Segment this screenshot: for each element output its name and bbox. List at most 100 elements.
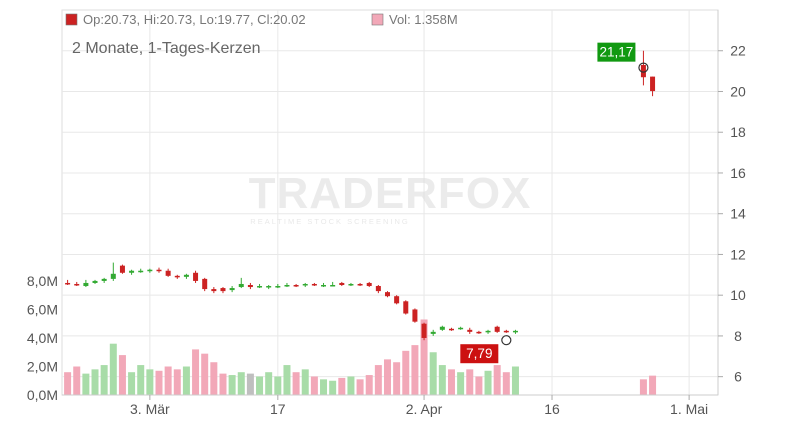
- volume-bar: [447, 369, 455, 395]
- volume-bar: [146, 369, 154, 395]
- candle-body: [357, 283, 363, 286]
- watermark: TRADERFOX REALTIME STOCK SCREENING: [249, 169, 531, 226]
- candle-body: [650, 76, 656, 92]
- volume-bar: [466, 369, 474, 395]
- volume-bar: [393, 362, 401, 395]
- candle-body: [403, 301, 409, 314]
- price-tick-label: 16: [730, 165, 746, 181]
- volume-bar: [301, 369, 309, 395]
- candle-body: [640, 65, 646, 78]
- volume-bar: [210, 362, 218, 395]
- candle-body: [138, 270, 144, 273]
- volume-tick-label: 8,0M: [27, 273, 58, 289]
- volume-bar: [493, 365, 501, 395]
- volume-bar: [256, 376, 264, 395]
- price-tick-label: 12: [730, 246, 746, 262]
- candle-body: [421, 323, 427, 338]
- volume-bar: [292, 372, 300, 395]
- volume-bar: [420, 319, 428, 395]
- volume-bar: [639, 379, 647, 395]
- candle-body: [247, 285, 253, 288]
- ohlc-legend-swatch: [65, 13, 78, 26]
- volume-bar: [219, 373, 227, 395]
- candle-body: [74, 283, 80, 286]
- volume-bar: [484, 370, 492, 395]
- volume-bar: [128, 372, 136, 395]
- volume-bar: [338, 377, 346, 395]
- extreme-marker: [501, 335, 512, 346]
- volume-bar: [173, 369, 181, 395]
- annotations: 21,17 7,79: [460, 42, 649, 364]
- vol-legend-label: Vol: 1.358M: [389, 12, 458, 27]
- volume-bar: [310, 376, 318, 395]
- candle-body: [229, 288, 235, 291]
- volume-bar: [329, 380, 337, 395]
- volume-bar: [155, 370, 163, 395]
- volume-bar: [475, 376, 483, 395]
- volume-bar: [438, 365, 446, 395]
- candle-body: [293, 285, 299, 287]
- candle-body: [65, 282, 71, 285]
- volume-bar: [283, 365, 291, 395]
- candle-body: [394, 296, 400, 304]
- volume-bar: [429, 352, 437, 395]
- time-tick-label: 16: [544, 401, 560, 417]
- volume-bar: [100, 365, 108, 395]
- candle-body: [330, 285, 336, 287]
- volume-bar: [511, 366, 519, 395]
- volume-bar: [137, 365, 145, 395]
- candle-body: [476, 331, 482, 334]
- candle-body: [485, 330, 491, 333]
- candle-body: [503, 330, 509, 333]
- volume-bar: [457, 372, 465, 395]
- price-tick-label: 22: [730, 43, 746, 59]
- price-tick-label: 14: [730, 206, 746, 222]
- volume-bar: [192, 349, 200, 395]
- volume-tick-label: 4,0M: [27, 330, 58, 346]
- volume-bar: [201, 353, 209, 395]
- candle-body: [375, 286, 381, 292]
- ohlc-legend-label: Op:20.73, Hi:20.73, Lo:19.77, Cl:20.02: [83, 12, 306, 27]
- candle-body: [220, 288, 226, 292]
- chart-title: 2 Monate, 1-Tages-Kerzen: [72, 40, 261, 57]
- candle-body: [494, 326, 500, 332]
- candle-body: [92, 280, 98, 283]
- volume-bar: [374, 365, 382, 395]
- candlesticks: [65, 50, 656, 341]
- candle-body: [412, 309, 418, 322]
- extreme-marker: [638, 62, 649, 73]
- volume-bar: [164, 366, 172, 395]
- candle-body: [119, 265, 125, 273]
- candle-body: [439, 326, 445, 330]
- price-tick-label: 6: [734, 369, 742, 385]
- high-label-box: [597, 42, 636, 62]
- volume-bar: [64, 372, 72, 395]
- price-tick-label: 20: [730, 83, 746, 99]
- volume-bar: [411, 345, 419, 395]
- price-tick-label: 8: [734, 328, 742, 344]
- candle-body: [284, 285, 290, 287]
- candle-body: [448, 328, 454, 331]
- candle-body: [266, 286, 272, 288]
- candle-body: [101, 278, 107, 281]
- candle-body: [110, 273, 116, 279]
- vol-legend-swatch: [371, 13, 384, 26]
- candle-body: [302, 283, 308, 286]
- candle-body: [238, 283, 244, 288]
- volume-bar: [246, 373, 254, 395]
- volume-bar: [649, 375, 657, 395]
- candle-body: [156, 269, 162, 272]
- volume-bar: [402, 350, 410, 395]
- candle-body: [83, 282, 89, 287]
- time-tick-label: 2. Apr: [406, 401, 443, 417]
- time-tick-label: 17: [270, 401, 286, 417]
- candle-body: [193, 272, 199, 281]
- candle-body: [311, 283, 317, 286]
- axes: 6 8 10 12 14 16 18 20 22 0,0M 2,0M 4,0M 6,0M 8,0M 3. M…: [27, 10, 746, 417]
- candle-body: [165, 270, 171, 276]
- volume-bar: [82, 373, 90, 395]
- candle-body: [321, 285, 327, 287]
- volume-bar: [91, 369, 99, 395]
- volume-bar: [265, 372, 273, 395]
